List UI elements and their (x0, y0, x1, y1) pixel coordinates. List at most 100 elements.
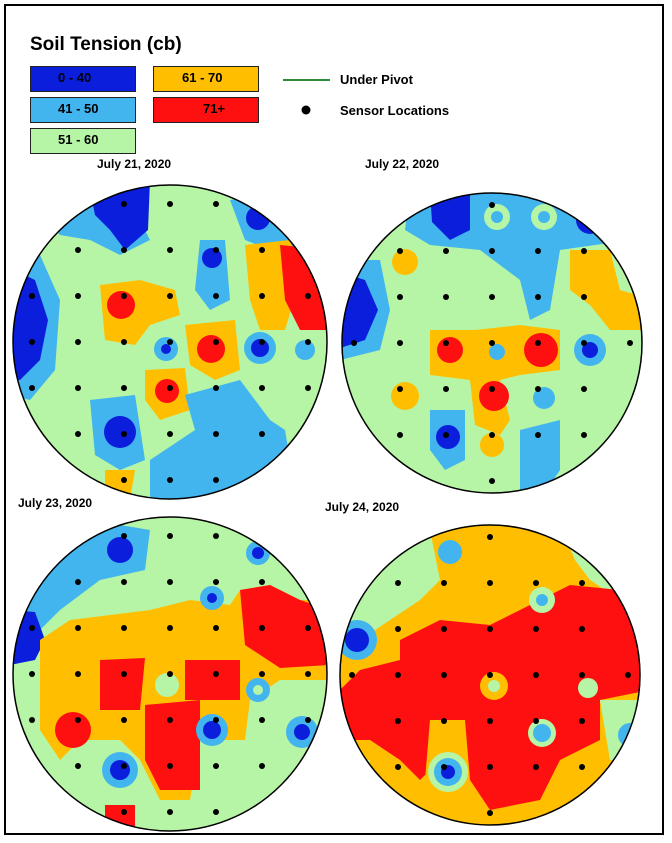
legend-label-0-40: 0 - 40 (58, 70, 92, 85)
sensor-dot (305, 717, 311, 723)
sensor-dot (167, 809, 173, 815)
sensor-dot (213, 671, 219, 677)
sensor-dot (121, 247, 127, 253)
sensor-dot (305, 293, 311, 299)
sensor-dot (397, 294, 403, 300)
sensor-dot (305, 625, 311, 631)
legend-swatch-51-60 (30, 128, 136, 154)
legend-label-under-pivot: Under Pivot (340, 72, 413, 87)
sensor-dot (487, 626, 493, 632)
sensor-dot (259, 431, 265, 437)
sensor-dot (579, 672, 585, 678)
sensor-dot (395, 672, 401, 678)
sensor-dot (213, 431, 219, 437)
sensor-dot (167, 293, 173, 299)
sensor-dot (75, 763, 81, 769)
sensor-dot (581, 340, 587, 346)
map-date-july-21: July 21, 2020 (97, 157, 172, 171)
sensor-dot (213, 625, 219, 631)
sensor-dot (443, 248, 449, 254)
sensor-dot (213, 339, 219, 345)
sensor-dot (121, 579, 127, 585)
sensor-location-dot-icon (301, 105, 311, 115)
sensor-dot (259, 247, 265, 253)
sensor-dot (395, 580, 401, 586)
legend-label-71-plus: 71+ (203, 101, 226, 116)
sensor-dot (75, 247, 81, 253)
sensor-dot (579, 626, 585, 632)
sensor-dot (29, 625, 35, 631)
sensor-dot (121, 625, 127, 631)
sensor-dot (487, 718, 493, 724)
sensor-dot (395, 764, 401, 770)
sensor-dot (75, 671, 81, 677)
sensor-dot (121, 201, 127, 207)
sensor-dot (441, 672, 447, 678)
sensor-dot (75, 717, 81, 723)
sensor-dot (167, 579, 173, 585)
sensor-dot (213, 201, 219, 207)
sensor-dot (29, 293, 35, 299)
sensor-dot (397, 432, 403, 438)
sensor-dot (213, 247, 219, 253)
sensor-dot (579, 718, 585, 724)
sensor-dot (581, 432, 587, 438)
sensor-dot (29, 671, 35, 677)
sensor-dot (443, 432, 449, 438)
map-date-july-24: July 24, 2020 (325, 500, 400, 514)
sensor-dot (167, 385, 173, 391)
sensor-dot (443, 294, 449, 300)
sensor-dot (121, 477, 127, 483)
map-july-24 (340, 525, 640, 825)
sensor-dot (75, 625, 81, 631)
sensor-dot (487, 672, 493, 678)
legend-title: Soil Tension (cb) (30, 34, 182, 55)
sensor-dot (121, 671, 127, 677)
sensor-dot (533, 626, 539, 632)
sensor-dot (627, 340, 633, 346)
map-july-21 (13, 185, 327, 499)
sensor-dot (533, 718, 539, 724)
sensor-dot (581, 248, 587, 254)
sensor-dot (29, 717, 35, 723)
sensor-dot (167, 671, 173, 677)
legend-swatch-61-70 (153, 66, 259, 92)
sensor-dot (167, 625, 173, 631)
sensor-dot (259, 763, 265, 769)
sensor-dot (579, 580, 585, 586)
sensor-dot (213, 477, 219, 483)
sensor-dot (487, 810, 493, 816)
legend-label-61-70: 61 - 70 (182, 70, 223, 85)
sensor-dot (121, 431, 127, 437)
sensor-dot (167, 533, 173, 539)
sensor-dot (259, 671, 265, 677)
sensor-dot (213, 385, 219, 391)
sensor-dot (213, 717, 219, 723)
sensor-location-dots (29, 201, 633, 816)
sensor-dot (121, 809, 127, 815)
sensor-dot (581, 294, 587, 300)
sensor-dot (489, 478, 495, 484)
sensor-dot (397, 340, 403, 346)
sensor-dot (489, 248, 495, 254)
sensor-dot (395, 626, 401, 632)
sensor-dot (167, 247, 173, 253)
sensor-dot (487, 580, 493, 586)
sensor-dot (489, 432, 495, 438)
sensor-dot (75, 293, 81, 299)
sensor-dot (533, 580, 539, 586)
legend-swatch-71-plus (153, 97, 259, 123)
sensor-dot (441, 718, 447, 724)
sensor-dot (305, 339, 311, 345)
sensor-dot (535, 386, 541, 392)
sensor-dot (29, 385, 35, 391)
map-date-july-22: July 22, 2020 (365, 157, 440, 171)
sensor-dot (441, 626, 447, 632)
sensor-dot (259, 717, 265, 723)
sensor-dot (121, 763, 127, 769)
sensor-dot (121, 339, 127, 345)
sensor-dot (489, 202, 495, 208)
sensor-dot (487, 534, 493, 540)
sensor-dot (167, 717, 173, 723)
